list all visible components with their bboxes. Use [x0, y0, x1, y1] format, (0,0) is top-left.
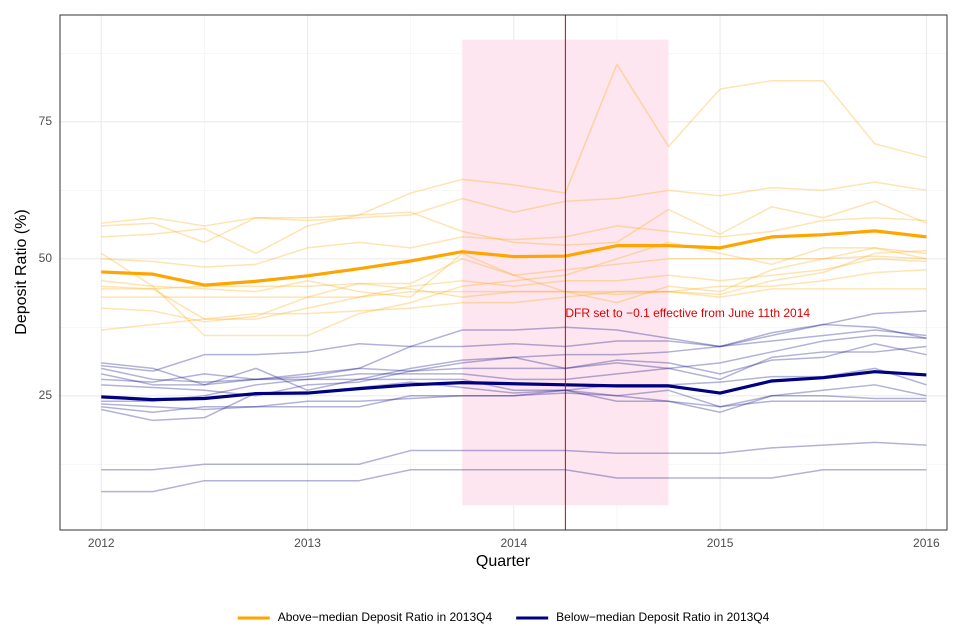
mean-line	[101, 370, 927, 402]
y-tick-label: 75	[39, 114, 53, 128]
panel-border	[59, 14, 948, 531]
bank-line	[101, 329, 927, 383]
legend-label: Below−median Deposit Ratio in 2013Q4	[556, 610, 769, 624]
x-axis-title: Quarter	[476, 553, 531, 570]
bank-line	[101, 392, 927, 411]
bank-line	[101, 200, 927, 255]
y-axis-title: Deposit Ratio (%)	[13, 209, 30, 334]
bank-line	[101, 367, 927, 402]
bank-line	[101, 282, 927, 323]
y-tick-label: 25	[39, 388, 53, 402]
bank-line	[101, 441, 927, 471]
bank-line	[101, 468, 927, 493]
x-tick-label: 2013	[294, 536, 321, 550]
bank-line	[101, 334, 927, 386]
bank-line	[101, 63, 927, 227]
legend-label: Above−median Deposit Ratio in 2013Q4	[278, 610, 493, 624]
x-tick-label: 2012	[88, 536, 115, 550]
bank-line	[101, 216, 927, 268]
bank-line	[100, 241, 927, 337]
bank-line	[101, 249, 927, 298]
mean-line	[101, 229, 927, 287]
bank-line	[101, 258, 927, 320]
x-tick-label: 2014	[500, 536, 527, 550]
legend: Above−median Deposit Ratio in 2013Q4 Belo…	[237, 610, 770, 624]
x-tick-label: 2016	[913, 536, 940, 550]
bank-line	[101, 384, 927, 413]
bank-line	[101, 181, 927, 244]
bank-line	[101, 310, 927, 392]
y-tick-label: 50	[39, 251, 53, 265]
bank-line	[101, 255, 927, 290]
bank-line	[101, 269, 927, 331]
annotation: DFR set to −0.1 effective from June 11th…	[565, 306, 810, 320]
bank-line	[101, 381, 927, 422]
bank-line	[101, 345, 927, 383]
bank-line	[101, 247, 927, 304]
bank-line	[101, 323, 927, 372]
x-tick-label: 2015	[707, 536, 734, 550]
